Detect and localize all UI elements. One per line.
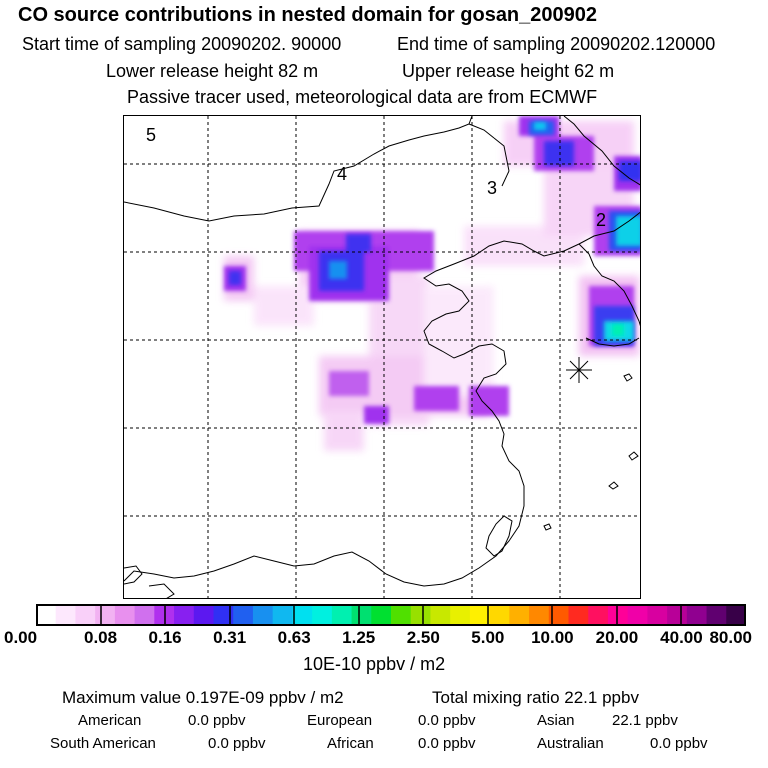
colorbar-swatch — [450, 604, 471, 626]
colorbar-swatch — [489, 604, 510, 626]
colorbar-tick-label: 1.25 — [342, 628, 376, 647]
concentration-field-peak — [329, 122, 640, 341]
colorbar-swatch — [647, 604, 668, 626]
region-label-3: 3 — [487, 178, 497, 198]
colorbar-swatch — [706, 604, 727, 626]
map-panel: 5 4 3 2 — [123, 115, 641, 599]
colorbar-tick-label: 0.63 — [277, 628, 311, 647]
colorbar-swatch — [233, 604, 254, 626]
end-time-label: End time of sampling 20090202.120000 — [397, 34, 716, 54]
maximum-value: Maximum value 0.197E-09 ppbv / m2 — [62, 688, 344, 707]
colorbar-tick-label: 2.50 — [406, 628, 440, 647]
region-label-5: 5 — [146, 125, 156, 145]
colorbar-swatch — [213, 604, 234, 626]
asian-label: Asian — [537, 712, 575, 729]
colorbar-swatch — [371, 604, 392, 626]
australian-label: Australian — [537, 735, 604, 752]
european-label: European — [307, 712, 373, 729]
colorbar-swatch — [568, 604, 589, 626]
colorbar-swatch — [529, 604, 550, 626]
tracer-note: Passive tracer used, meteorological data… — [127, 87, 598, 107]
total-mixing-ratio: Total mixing ratio 22.1 ppbv — [432, 688, 639, 707]
african-value: 0.0 ppbv — [418, 735, 476, 752]
colorbar-tick-label: 0.31 — [213, 628, 247, 647]
colorbar-tick-label: 5.00 — [471, 628, 505, 647]
region-label-4: 4 — [337, 164, 347, 184]
australian-value: 0.0 ppbv — [650, 735, 708, 752]
colorbar-svg — [35, 604, 747, 626]
region-label-2: 2 — [596, 210, 606, 230]
colorbar-swatch — [174, 604, 195, 626]
colorbar-swatch — [114, 604, 136, 626]
colorbar-swatch — [95, 604, 116, 626]
colorbar-swatch — [410, 604, 431, 626]
colorbar-swatch — [193, 604, 214, 626]
colorbar-swatch — [469, 604, 491, 626]
colorbar-swatch — [391, 604, 412, 626]
colorbar-unit: 10E-10 ppbv / m2 — [303, 654, 446, 674]
american-value: 0.0 ppbv — [188, 712, 246, 729]
map-canvas: 5 4 3 2 — [124, 116, 640, 598]
european-value: 0.0 ppbv — [418, 712, 476, 729]
american-label: American — [78, 712, 142, 729]
colorbar-tick-label: 80.00 — [709, 628, 752, 647]
colorbar-swatch — [548, 604, 569, 626]
colorbar-swatch — [607, 604, 629, 626]
south-american-label: South American — [50, 735, 156, 752]
colorbar-swatch — [75, 604, 96, 626]
start-time-label: Start time of sampling 20090202. 90000 — [22, 34, 342, 54]
colorbar-swatch — [55, 604, 76, 626]
colorbar-swatch — [36, 604, 57, 626]
colorbar-tick-label: 40.00 — [660, 628, 703, 647]
asian-value: 22.1 ppbv — [612, 712, 678, 729]
colorbar-swatch — [292, 604, 313, 626]
coastlines — [124, 116, 640, 598]
colorbar-swatch — [509, 604, 530, 626]
plot-title: CO source contributions in nested domain… — [18, 4, 598, 26]
colorbar-tick-label: 20.00 — [595, 628, 639, 647]
colorbar-swatch — [726, 604, 747, 626]
colorbar-swatch — [252, 604, 274, 626]
upper-height-label: Upper release height 62 m — [402, 61, 615, 81]
colorbar — [35, 604, 747, 626]
colorbar-swatch — [588, 604, 609, 626]
african-label: African — [327, 735, 374, 752]
colorbar-swatch — [272, 604, 293, 626]
asterisk-icon — [566, 357, 592, 383]
colorbar-swatch — [627, 604, 648, 626]
colorbar-swatch — [331, 604, 353, 626]
lower-height-label: Lower release height 82 m — [106, 61, 319, 81]
colorbar-swatch — [134, 604, 155, 626]
colorbar-swatch — [686, 604, 708, 626]
lat-lon-grid — [124, 116, 640, 598]
colorbar-frame — [36, 604, 746, 626]
colorbar-swatch — [312, 604, 333, 626]
colorbar-swatch — [351, 604, 372, 626]
colorbar-swatch — [667, 604, 688, 626]
colorbar-swatch — [430, 604, 451, 626]
colorbar-tick-label: 0.08 — [83, 628, 118, 647]
colorbar-tick-label: 0.00 — [4, 628, 38, 647]
colorbar-tick-label: 10.00 — [531, 628, 574, 647]
colorbar-tick-label: 0.16 — [148, 628, 182, 647]
south-american-value: 0.0 ppbv — [208, 735, 266, 752]
